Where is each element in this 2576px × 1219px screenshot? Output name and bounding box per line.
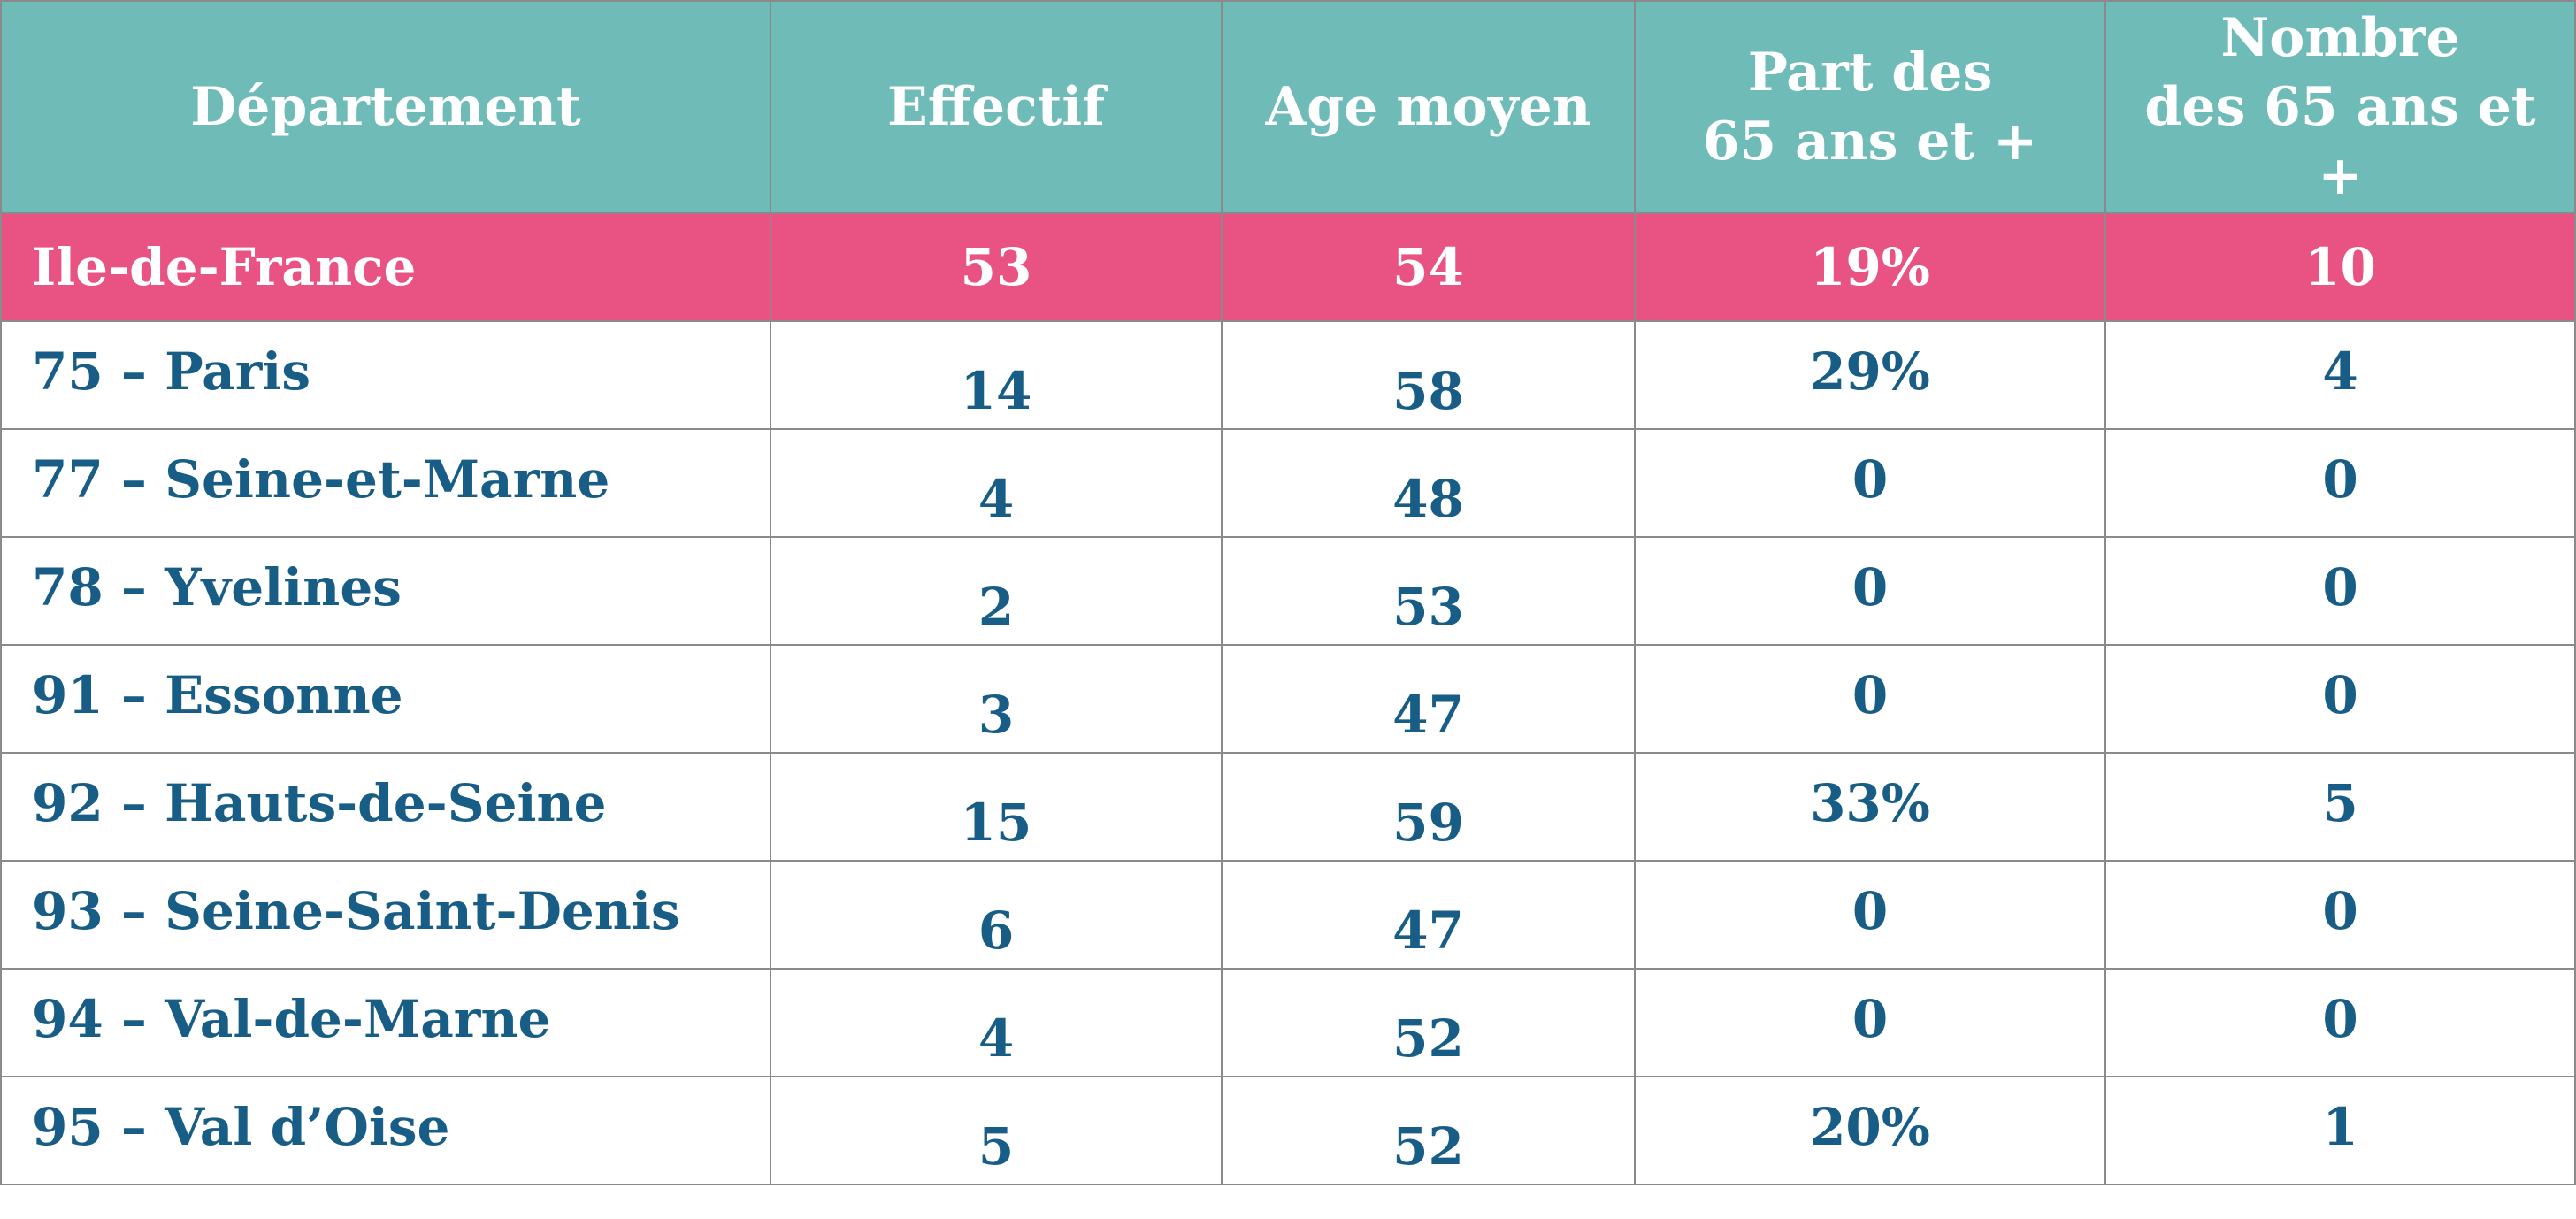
departement-name: 92 – Hauts-de-Seine <box>0 752 771 862</box>
part-65-cell: 0 <box>1634 644 2106 754</box>
region-part-65: 19% <box>1634 212 2106 322</box>
age-moyen-cell: 52 <box>1221 1076 1636 1185</box>
age-moyen-cell: 58 <box>1221 320 1636 430</box>
table-header: Département Effectif Age moyen Part des … <box>0 0 2576 214</box>
age-moyen-cell: 47 <box>1221 860 1636 970</box>
region-nombre-65: 10 <box>2104 212 2576 322</box>
part-65-cell: 29% <box>1634 320 2106 430</box>
effectif-cell: 5 <box>770 1076 1223 1185</box>
nombre-65-cell: 0 <box>2104 860 2576 970</box>
table-row: 92 – Hauts-de-Seine 15 59 33% 5 <box>0 752 2576 862</box>
region-age-moyen: 54 <box>1221 212 1636 322</box>
region-row: Ile-de-France 53 54 19% 10 <box>0 212 2576 322</box>
region-effectif: 53 <box>770 212 1223 322</box>
part-65-cell: 0 <box>1634 428 2106 538</box>
region-name: Ile-de-France <box>0 212 771 322</box>
departement-name: 78 – Yvelines <box>0 536 771 646</box>
departement-stats-table: Département Effectif Age moyen Part des … <box>0 0 2576 1185</box>
part-65-cell: 0 <box>1634 536 2106 646</box>
table-row: 75 – Paris 14 58 29% 4 <box>0 320 2576 430</box>
age-moyen-cell: 47 <box>1221 644 1636 754</box>
effectif-cell: 4 <box>770 428 1223 538</box>
nombre-65-cell: 0 <box>2104 536 2576 646</box>
header-departement: Département <box>0 0 771 214</box>
age-moyen-cell: 48 <box>1221 428 1636 538</box>
nombre-65-cell: 5 <box>2104 752 2576 862</box>
header-part-65: Part des 65 ans et + <box>1634 0 2106 214</box>
table-row: 77 – Seine-et-Marne 4 48 0 0 <box>0 428 2576 538</box>
departement-name: 95 – Val d’Oise <box>0 1076 771 1185</box>
nombre-65-cell: 0 <box>2104 644 2576 754</box>
nombre-65-cell: 4 <box>2104 320 2576 430</box>
departement-name: 91 – Essonne <box>0 644 771 754</box>
departement-name: 77 – Seine-et-Marne <box>0 428 771 538</box>
age-moyen-cell: 59 <box>1221 752 1636 862</box>
part-65-cell: 0 <box>1634 968 2106 1077</box>
departement-name: 93 – Seine-Saint-Denis <box>0 860 771 970</box>
age-moyen-cell: 52 <box>1221 968 1636 1077</box>
effectif-cell: 15 <box>770 752 1223 862</box>
table-row: 94 – Val-de-Marne 4 52 0 0 <box>0 968 2576 1077</box>
effectif-cell: 14 <box>770 320 1223 430</box>
age-moyen-cell: 53 <box>1221 536 1636 646</box>
table-body: Ile-de-France 53 54 19% 10 75 – Paris 14… <box>0 212 2576 1185</box>
header-effectif: Effectif <box>770 0 1223 214</box>
nombre-65-cell: 0 <box>2104 428 2576 538</box>
nombre-65-cell: 0 <box>2104 968 2576 1077</box>
table-row: 78 – Yvelines 2 53 0 0 <box>0 536 2576 646</box>
header-row: Département Effectif Age moyen Part des … <box>0 0 2576 214</box>
part-65-cell: 20% <box>1634 1076 2106 1185</box>
effectif-cell: 6 <box>770 860 1223 970</box>
effectif-cell: 4 <box>770 968 1223 1077</box>
effectif-cell: 2 <box>770 536 1223 646</box>
part-65-cell: 33% <box>1634 752 2106 862</box>
table-row: 95 – Val d’Oise 5 52 20% 1 <box>0 1076 2576 1185</box>
header-age-moyen: Age moyen <box>1221 0 1636 214</box>
header-nombre-65: Nombre des 65 ans et + <box>2104 0 2576 214</box>
nombre-65-cell: 1 <box>2104 1076 2576 1185</box>
departement-name: 94 – Val-de-Marne <box>0 968 771 1077</box>
table-row: 91 – Essonne 3 47 0 0 <box>0 644 2576 754</box>
table-row: 93 – Seine-Saint-Denis 6 47 0 0 <box>0 860 2576 970</box>
effectif-cell: 3 <box>770 644 1223 754</box>
departement-name: 75 – Paris <box>0 320 771 430</box>
part-65-cell: 0 <box>1634 860 2106 970</box>
